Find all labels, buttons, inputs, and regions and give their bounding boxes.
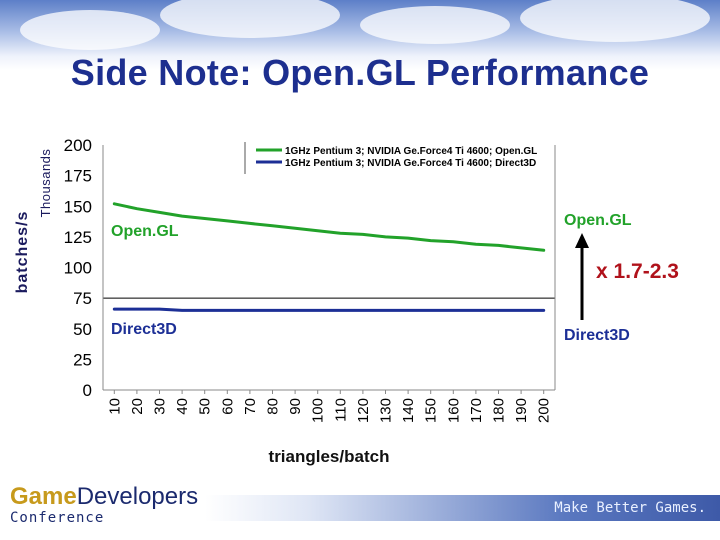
x-tick-label: 110 <box>332 398 349 422</box>
sky-header-background <box>0 0 720 70</box>
x-tick-label: 180 <box>491 398 508 423</box>
x-tick-label: 160 <box>445 398 462 423</box>
x-tick-label: 50 <box>197 398 214 415</box>
y-axis-label: batches/s <box>14 211 31 294</box>
x-tick-label: 70 <box>242 398 259 415</box>
y-tick-label: 50 <box>73 320 92 339</box>
logo-game-text: Game <box>10 483 77 510</box>
speedup-arrow-head <box>575 233 589 248</box>
y-tick-label: 75 <box>73 289 92 308</box>
logo-conference-text: Conference <box>10 510 105 526</box>
y-tick-label: 125 <box>64 228 92 247</box>
opengl-side-label: Open.GL <box>564 212 632 229</box>
logo-developers-text: Developers <box>76 483 199 510</box>
x-tick-label: 20 <box>129 398 146 415</box>
legend-entry-label: 1GHz Pentium 3; NVIDIA Ge.Force4 Ti 4600… <box>285 146 537 157</box>
x-tick-label: 190 <box>513 398 530 423</box>
speedup-multiplier-label: x 1.7-2.3 <box>596 260 679 283</box>
x-axis-label: triangles/batch <box>269 447 390 466</box>
y-tick-label: 25 <box>73 350 92 369</box>
x-tick-label: 100 <box>310 398 327 423</box>
x-tick-label: 170 <box>468 398 485 423</box>
y-tick-label: 0 <box>83 381 92 400</box>
footer-tagline: Make Better Games. <box>554 500 706 516</box>
x-tick-label: 200 <box>536 398 553 423</box>
direct3d-series-line <box>112 307 546 312</box>
x-tick-label: 10 <box>106 398 123 415</box>
x-tick-label: 90 <box>287 398 304 415</box>
footer-bar <box>205 495 720 521</box>
legend-entry-label: 1GHz Pentium 3; NVIDIA Ge.Force4 Ti 4600… <box>285 158 536 169</box>
direct3d-side-label: Direct3D <box>564 327 630 344</box>
x-tick-label: 140 <box>400 398 417 423</box>
x-tick-label: 60 <box>219 398 236 415</box>
y-tick-label: 175 <box>64 167 92 186</box>
y-tick-label: 200 <box>64 136 92 155</box>
x-tick-label: 80 <box>265 398 282 415</box>
y-tick-label: 100 <box>64 259 92 278</box>
y-tick-label: 150 <box>64 197 92 216</box>
x-tick-label: 40 <box>174 398 191 415</box>
x-tick-label: 30 <box>152 398 169 415</box>
slide-title: Side Note: Open.GL Performance <box>70 52 650 93</box>
x-tick-label: 130 <box>378 398 395 423</box>
x-tick-label: 150 <box>423 398 440 423</box>
opengl-series-line <box>112 202 546 252</box>
direct3d-inline-label: Direct3D <box>111 321 177 338</box>
x-tick-label: 120 <box>355 398 372 423</box>
gdc-logo: GameDevelopers Conference <box>10 483 199 527</box>
opengl-inline-label: Open.GL <box>111 223 179 240</box>
y-axis-unit-label: Thousands <box>38 149 53 218</box>
